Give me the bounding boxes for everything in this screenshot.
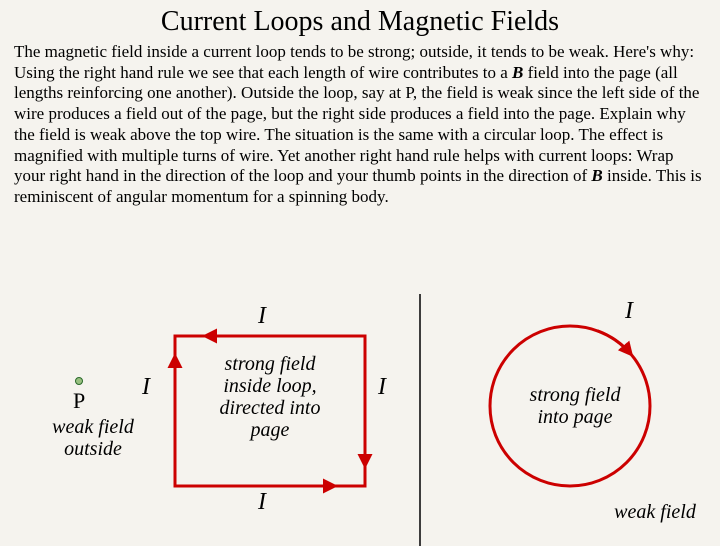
strong-circ-line2: into page: [538, 406, 613, 428]
i-label-circle: I: [625, 298, 633, 325]
strong-field-circle-label: strong field into page: [510, 384, 640, 428]
b-symbol-1: B: [512, 63, 523, 82]
strong-rect-line2: inside loop,: [223, 375, 316, 397]
weak-field-line: weak field: [614, 501, 696, 523]
strong-rect-line4: page: [251, 419, 290, 441]
page-title: Current Loops and Magnetic Fields: [0, 6, 720, 38]
body-paragraph: The magnetic field inside a current loop…: [0, 42, 720, 208]
weak-field-outside-label: weak field outside: [38, 416, 148, 460]
i-label-rect-bottom: I: [258, 489, 266, 516]
strong-rect-line1: strong field: [225, 353, 316, 375]
i-label-rect-left: I: [142, 374, 150, 401]
weak-field-label: weak field: [600, 501, 710, 523]
b-symbol-2: B: [591, 166, 602, 185]
i-label-rect-right: I: [378, 374, 386, 401]
strong-rect-line3: directed into: [220, 397, 321, 419]
strong-field-rect-label: strong field inside loop, directed into …: [190, 353, 350, 441]
weak-outside-line1: weak field: [52, 416, 134, 438]
strong-circ-line1: strong field: [530, 384, 621, 406]
p-label: P: [73, 388, 85, 414]
i-label-rect-top: I: [258, 303, 266, 330]
weak-outside-line2: outside: [64, 438, 122, 460]
